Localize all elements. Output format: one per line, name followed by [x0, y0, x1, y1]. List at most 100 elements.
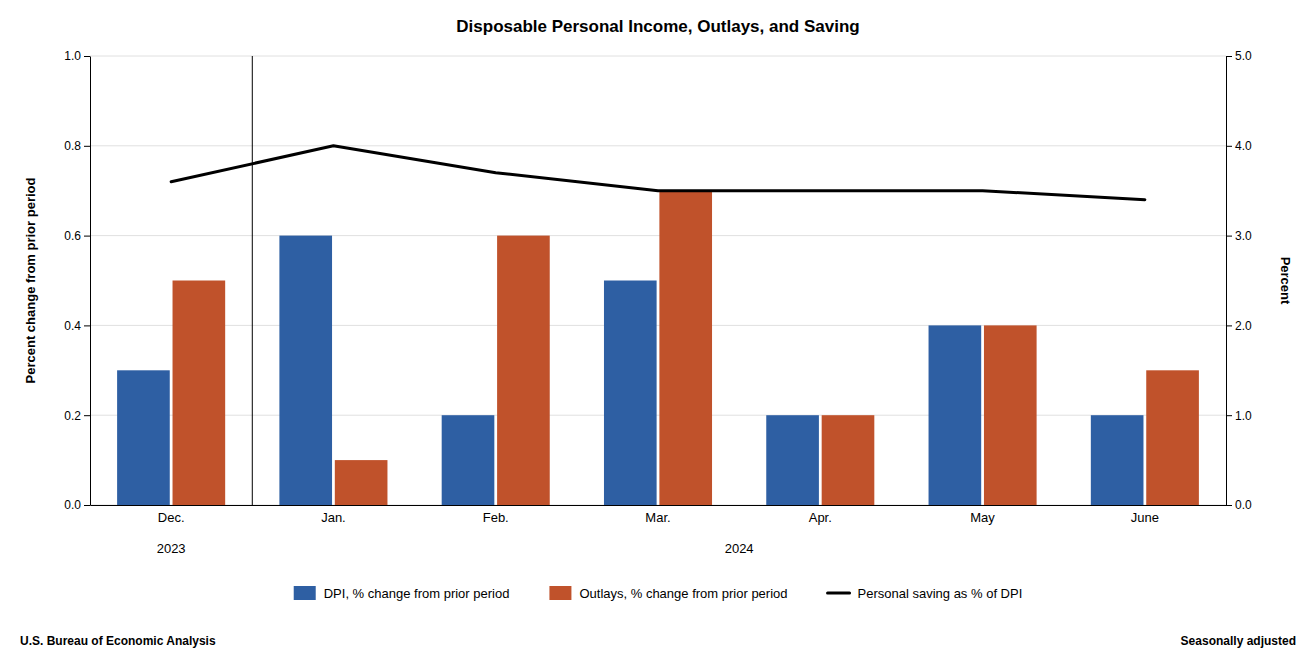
marks: [117, 146, 1199, 505]
y-axis: 0.0 0.2 0.4 0.6 0.8 1.0: [64, 49, 90, 512]
bar: [1146, 370, 1199, 505]
tick: Mar.: [645, 510, 670, 525]
line: [171, 146, 1145, 200]
tick-label: 1.0: [1235, 409, 1252, 423]
tick: June: [1131, 510, 1159, 525]
bar: [279, 236, 332, 505]
bar: [117, 370, 170, 505]
tick: Apr.: [809, 510, 832, 525]
bar: [929, 325, 982, 505]
y2-axis-title: Percent: [1278, 257, 1293, 305]
tick: 0.4: [64, 319, 90, 333]
tick-mark: [1226, 505, 1232, 506]
tick-mark: [1226, 146, 1232, 147]
tick: 4.0: [1226, 139, 1252, 153]
bar: [173, 281, 226, 506]
tick: 0.2: [64, 409, 90, 423]
axis-line: [91, 505, 1227, 506]
tick-label: 4.0: [1235, 139, 1252, 153]
tick: Dec.: [158, 510, 185, 525]
tick: 1.0: [1226, 409, 1252, 423]
tick-label: Feb.: [483, 510, 509, 525]
grid-line: [90, 325, 1226, 326]
bar: [442, 415, 495, 505]
tick: 0.0: [1226, 498, 1252, 512]
tick-mark: [1226, 325, 1232, 326]
tick-mark: [84, 146, 90, 147]
tick-label: 5.0: [1235, 49, 1252, 63]
legend-label: Outlays, % change from prior period: [579, 586, 787, 601]
grid-line: [90, 505, 1226, 506]
title: Disposable Personal Income, Outlays, and…: [456, 17, 859, 36]
annotation: 2023: [157, 541, 186, 556]
grid: [90, 56, 1226, 505]
tick-mark: [84, 325, 90, 326]
legend-label: DPI, % change from prior period: [324, 586, 510, 601]
bar-series: [117, 236, 1143, 505]
y2-axis: 0.0 1.0 2.0 3.0 4.0 5.0: [1226, 49, 1252, 512]
tick-mark: [1226, 236, 1232, 237]
bar: [604, 281, 657, 506]
bar-series: [173, 191, 1199, 505]
legend-swatch: [549, 586, 571, 600]
grid-line: [90, 145, 1226, 146]
grid-line: [90, 415, 1226, 416]
tick: 0.0: [64, 498, 90, 512]
grid-line: [90, 56, 1226, 57]
bar: [984, 325, 1037, 505]
legend-label: Personal saving as % of DPI: [858, 586, 1023, 601]
bar: [822, 415, 875, 505]
bar: [1091, 415, 1144, 505]
plot: Dec.Jan.Feb.Mar.Apr.MayJune0.00.20.40.60…: [23, 49, 1293, 556]
tick: 2.0: [1226, 319, 1252, 333]
tick-label: 2.0: [1235, 319, 1252, 333]
tick-label: Jan.: [321, 510, 346, 525]
tick-label: 0.6: [64, 229, 81, 243]
legend: DPI, % change from prior period Outlays, …: [294, 586, 1023, 601]
tick-label: June: [1131, 510, 1159, 525]
tick-label: 0.0: [1235, 498, 1252, 512]
tick-mark: [84, 505, 90, 506]
x-axis: Dec. Jan. Feb. Mar. Apr. May June: [91, 506, 1227, 526]
legend-swatch: [828, 592, 850, 595]
tick: Jan.: [321, 510, 346, 525]
tick-mark: [1226, 56, 1232, 57]
legend-item: Outlays, % change from prior period: [549, 586, 787, 601]
grid-line: [90, 235, 1226, 236]
tick: May: [970, 510, 995, 525]
tick-label: Mar.: [645, 510, 670, 525]
tick-label: Apr.: [809, 510, 832, 525]
bar: [766, 415, 819, 505]
y-axis-title: Percent change from prior period: [23, 178, 38, 384]
tick-label: 0.2: [64, 409, 81, 423]
tick-mark: [1226, 415, 1232, 416]
divider: [252, 56, 253, 505]
tick: 0.6: [64, 229, 90, 243]
annotation: Seasonally adjusted: [1181, 634, 1296, 648]
bar: [497, 236, 550, 505]
tick-label: 0.0: [64, 498, 81, 512]
chart: Dec.Jan.Feb.Mar.Apr.MayJune0.00.20.40.60…: [0, 0, 1316, 655]
tick: Feb.: [483, 510, 509, 525]
bar: [659, 191, 712, 505]
tick-label: 1.0: [64, 49, 81, 63]
tick-label: Dec.: [158, 510, 185, 525]
axis-line: [90, 57, 91, 506]
legend-item: Personal saving as % of DPI: [828, 586, 1023, 601]
tick: 0.8: [64, 139, 90, 153]
tick-label: 0.8: [64, 139, 81, 153]
annotation: U.S. Bureau of Economic Analysis: [20, 634, 216, 648]
tick-mark: [84, 56, 90, 57]
annotation: 2024: [725, 541, 754, 556]
tick-mark: [84, 415, 90, 416]
tick-label: May: [970, 510, 995, 525]
tick: 1.0: [64, 49, 90, 63]
tick-label: 3.0: [1235, 229, 1252, 243]
tick: 5.0: [1226, 49, 1252, 63]
tick: 3.0: [1226, 229, 1252, 243]
tick-label: 0.4: [64, 319, 81, 333]
tick-mark: [84, 236, 90, 237]
axis-line: [1226, 57, 1227, 506]
legend-item: DPI, % change from prior period: [294, 586, 510, 601]
legend-swatch: [294, 586, 316, 600]
